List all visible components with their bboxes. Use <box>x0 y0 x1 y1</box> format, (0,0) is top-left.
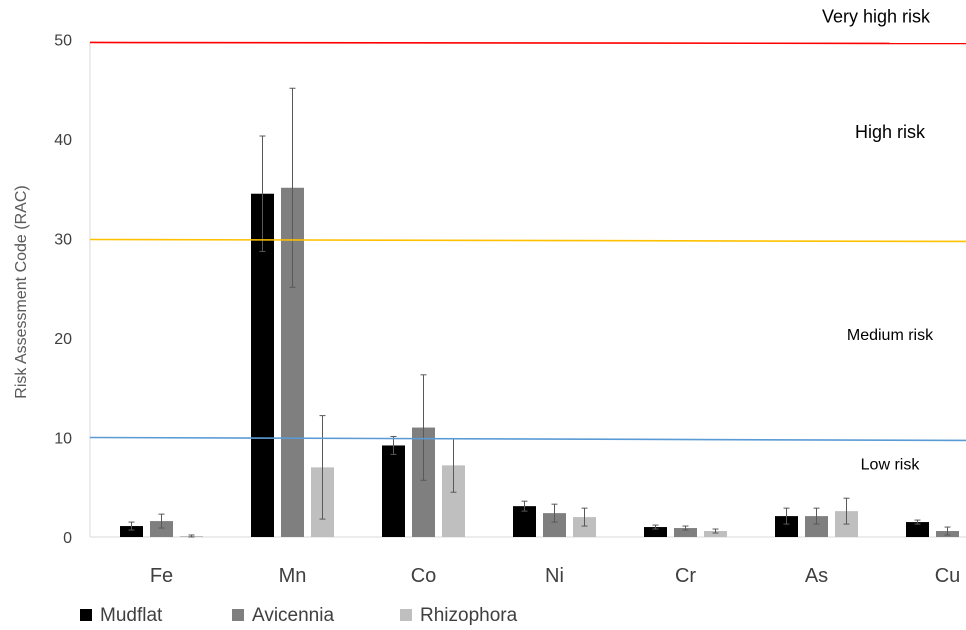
bar-rhizophora-ni <box>573 517 596 537</box>
bar-avicennia-fe <box>150 521 173 537</box>
bar-rhizophora-co <box>442 465 465 537</box>
bar-avicennia-mn <box>281 187 304 537</box>
bar-rhizophora-cr <box>704 531 727 537</box>
x-tick-label: Mn <box>279 565 307 587</box>
legend-swatch-rhizophora <box>400 609 412 621</box>
bar-avicennia-as <box>805 516 828 537</box>
risk-threshold-line <box>89 238 966 243</box>
bar-mudflat-co <box>382 445 405 537</box>
bar-mudflat-fe <box>120 526 143 537</box>
x-tick-label: Fe <box>150 565 173 587</box>
legend-label-avicennia: Avicennia <box>252 605 334 626</box>
y-tick-label: 20 <box>54 331 72 348</box>
legend-label-mudflat: Mudflat <box>100 605 163 626</box>
bar-avicennia-cr <box>674 528 697 537</box>
y-tick-label: 0 <box>63 530 72 547</box>
risk-zone-label: Very high risk <box>822 7 931 27</box>
risk-threshold-line <box>89 41 966 45</box>
bar-mudflat-cr <box>644 527 667 537</box>
risk-zone-label: High risk <box>855 122 926 142</box>
x-tick-label: Co <box>411 565 437 587</box>
plot-area: 0 10 20 30 40 50 Fe Mn Co Ni Cr As Cu Very high risk H… <box>54 7 966 587</box>
legend-swatch-mudflat <box>80 609 92 621</box>
risk-threshold-line <box>89 436 966 442</box>
bar-mudflat-as <box>775 516 798 537</box>
x-tick-label: As <box>805 565 828 587</box>
bar-avicennia-co <box>412 427 435 537</box>
y-tick-label: 50 <box>54 33 72 50</box>
legend: Mudflat Avicennia Rhizophora <box>80 605 518 626</box>
x-tick-label: Cr <box>675 565 696 587</box>
legend-swatch-avicennia <box>232 609 244 621</box>
y-tick-label: 10 <box>54 431 72 448</box>
bar-mudflat-cu <box>906 522 929 537</box>
legend-label-rhizophora: Rhizophora <box>420 605 518 626</box>
risk-zone-label: Low risk <box>861 456 921 473</box>
bar-avicennia-ni <box>543 513 566 537</box>
x-tick-label: Cu <box>935 565 961 587</box>
risk-zone-label: Medium risk <box>847 327 934 344</box>
y-axis-label: Risk Assessment Code (RAC) <box>13 185 30 398</box>
y-tick-label: 40 <box>54 132 72 149</box>
y-tick-label: 30 <box>54 232 72 249</box>
x-tick-label: Ni <box>545 565 564 587</box>
bar-mudflat-mn <box>251 193 274 537</box>
bar-mudflat-ni <box>513 506 536 537</box>
